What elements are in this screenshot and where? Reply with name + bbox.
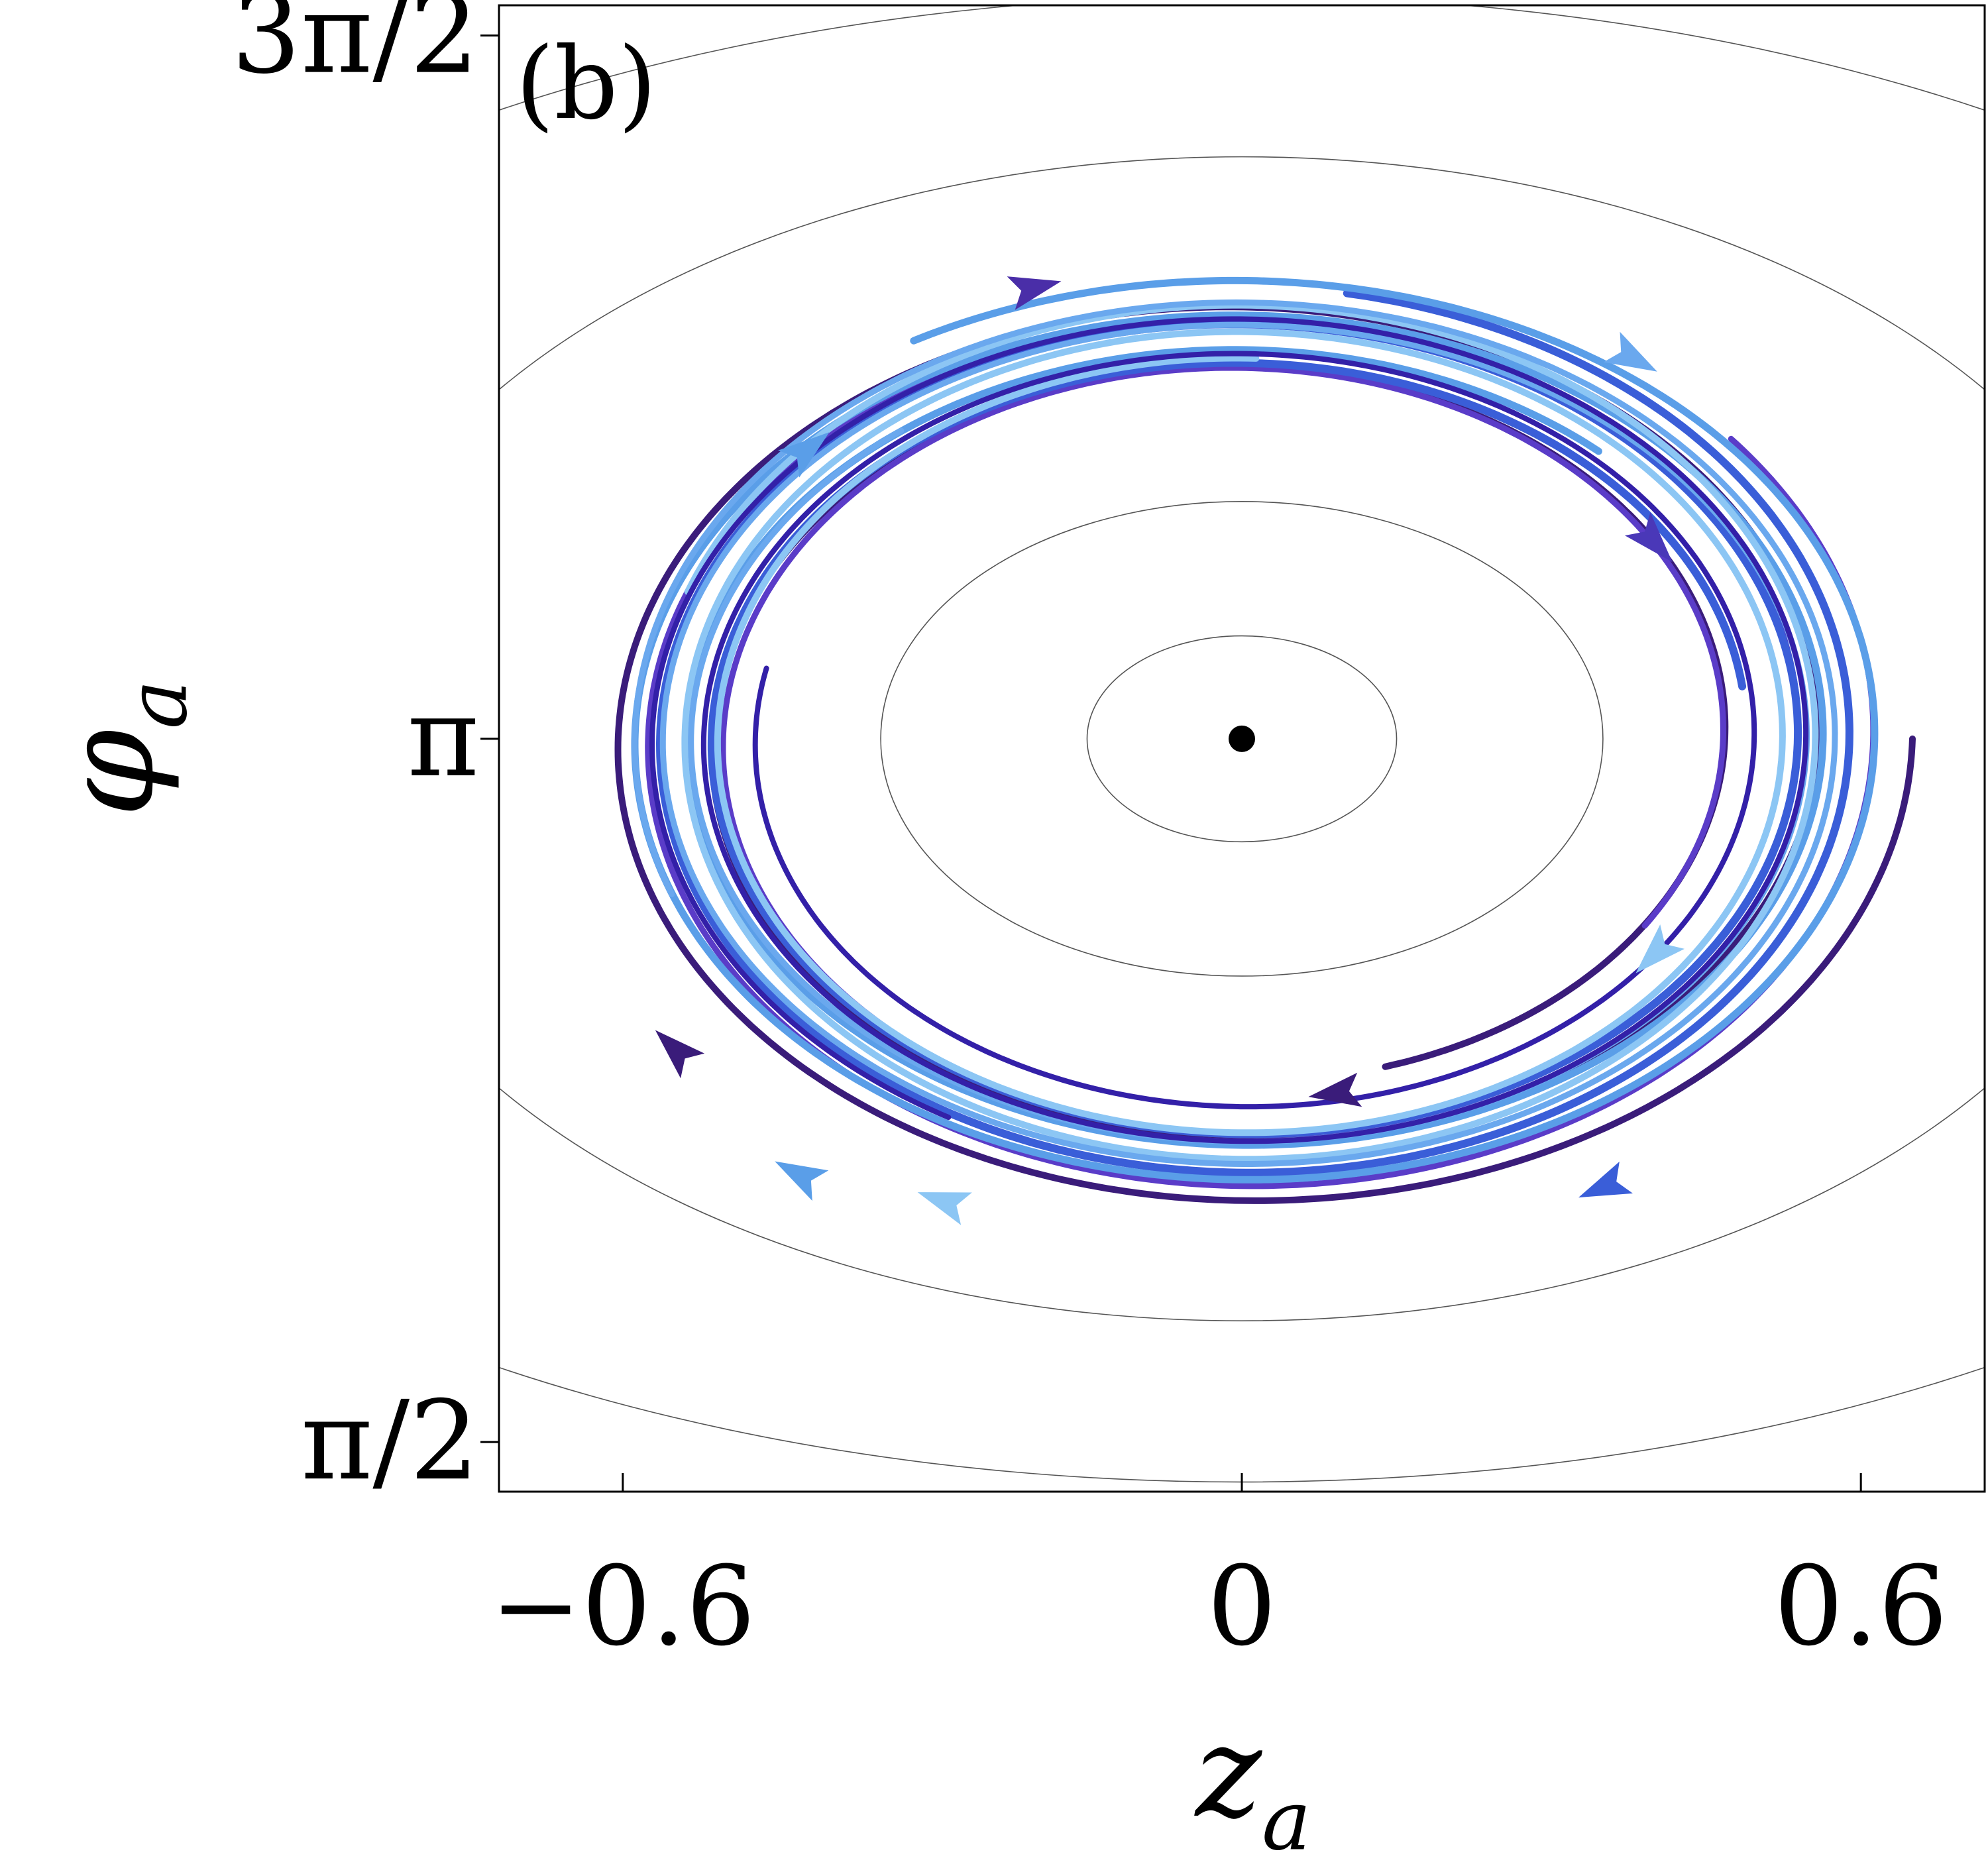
flow-arrow-5	[655, 1030, 705, 1079]
x-tick-label-2: 0	[1207, 1543, 1277, 1670]
y-axis-title: φa	[36, 680, 205, 818]
trajectory-lines	[614, 276, 1916, 1204]
x-axis-title: za	[1194, 1699, 1311, 1869]
flow-arrow-3	[778, 432, 830, 478]
fixed-point	[1229, 725, 1255, 752]
trajectory-7	[649, 316, 1809, 1144]
contour-line-1	[1086, 635, 1398, 843]
y-tick-label-3: 3π/2	[231, 0, 479, 98]
contour-line-2	[880, 501, 1604, 977]
contour-line-4	[499, 5, 1985, 1482]
flow-arrow-8	[1635, 924, 1685, 973]
flow-arrow-7	[1308, 1072, 1362, 1107]
direction-arrows	[655, 276, 1685, 1225]
flow-arrow-9	[917, 1192, 972, 1225]
x-tick-label-1: −0.6	[490, 1543, 755, 1670]
flow-arrow-1	[1007, 276, 1062, 310]
fixed-point-layer	[1229, 725, 1255, 752]
contour-lines	[499, 5, 1985, 1482]
y-tick-label-2: π	[408, 674, 479, 801]
flow-arrow-10	[1578, 1161, 1633, 1198]
panel-label: (b)	[516, 27, 657, 142]
flow-arrow-6	[775, 1161, 829, 1201]
flow-arrow-2	[1603, 331, 1657, 372]
contour-line-3	[499, 156, 1985, 1321]
y-axis-ticks: π/2 π 3π/2	[231, 0, 499, 1504]
x-tick-label-3: 0.6	[1774, 1543, 1948, 1670]
x-axis-ticks: −0.6 0 0.6	[490, 1473, 1948, 1670]
y-tick-label-1: π/2	[301, 1377, 479, 1504]
flow-arrow-4	[1624, 512, 1673, 563]
trajectory-5	[681, 302, 1819, 1163]
